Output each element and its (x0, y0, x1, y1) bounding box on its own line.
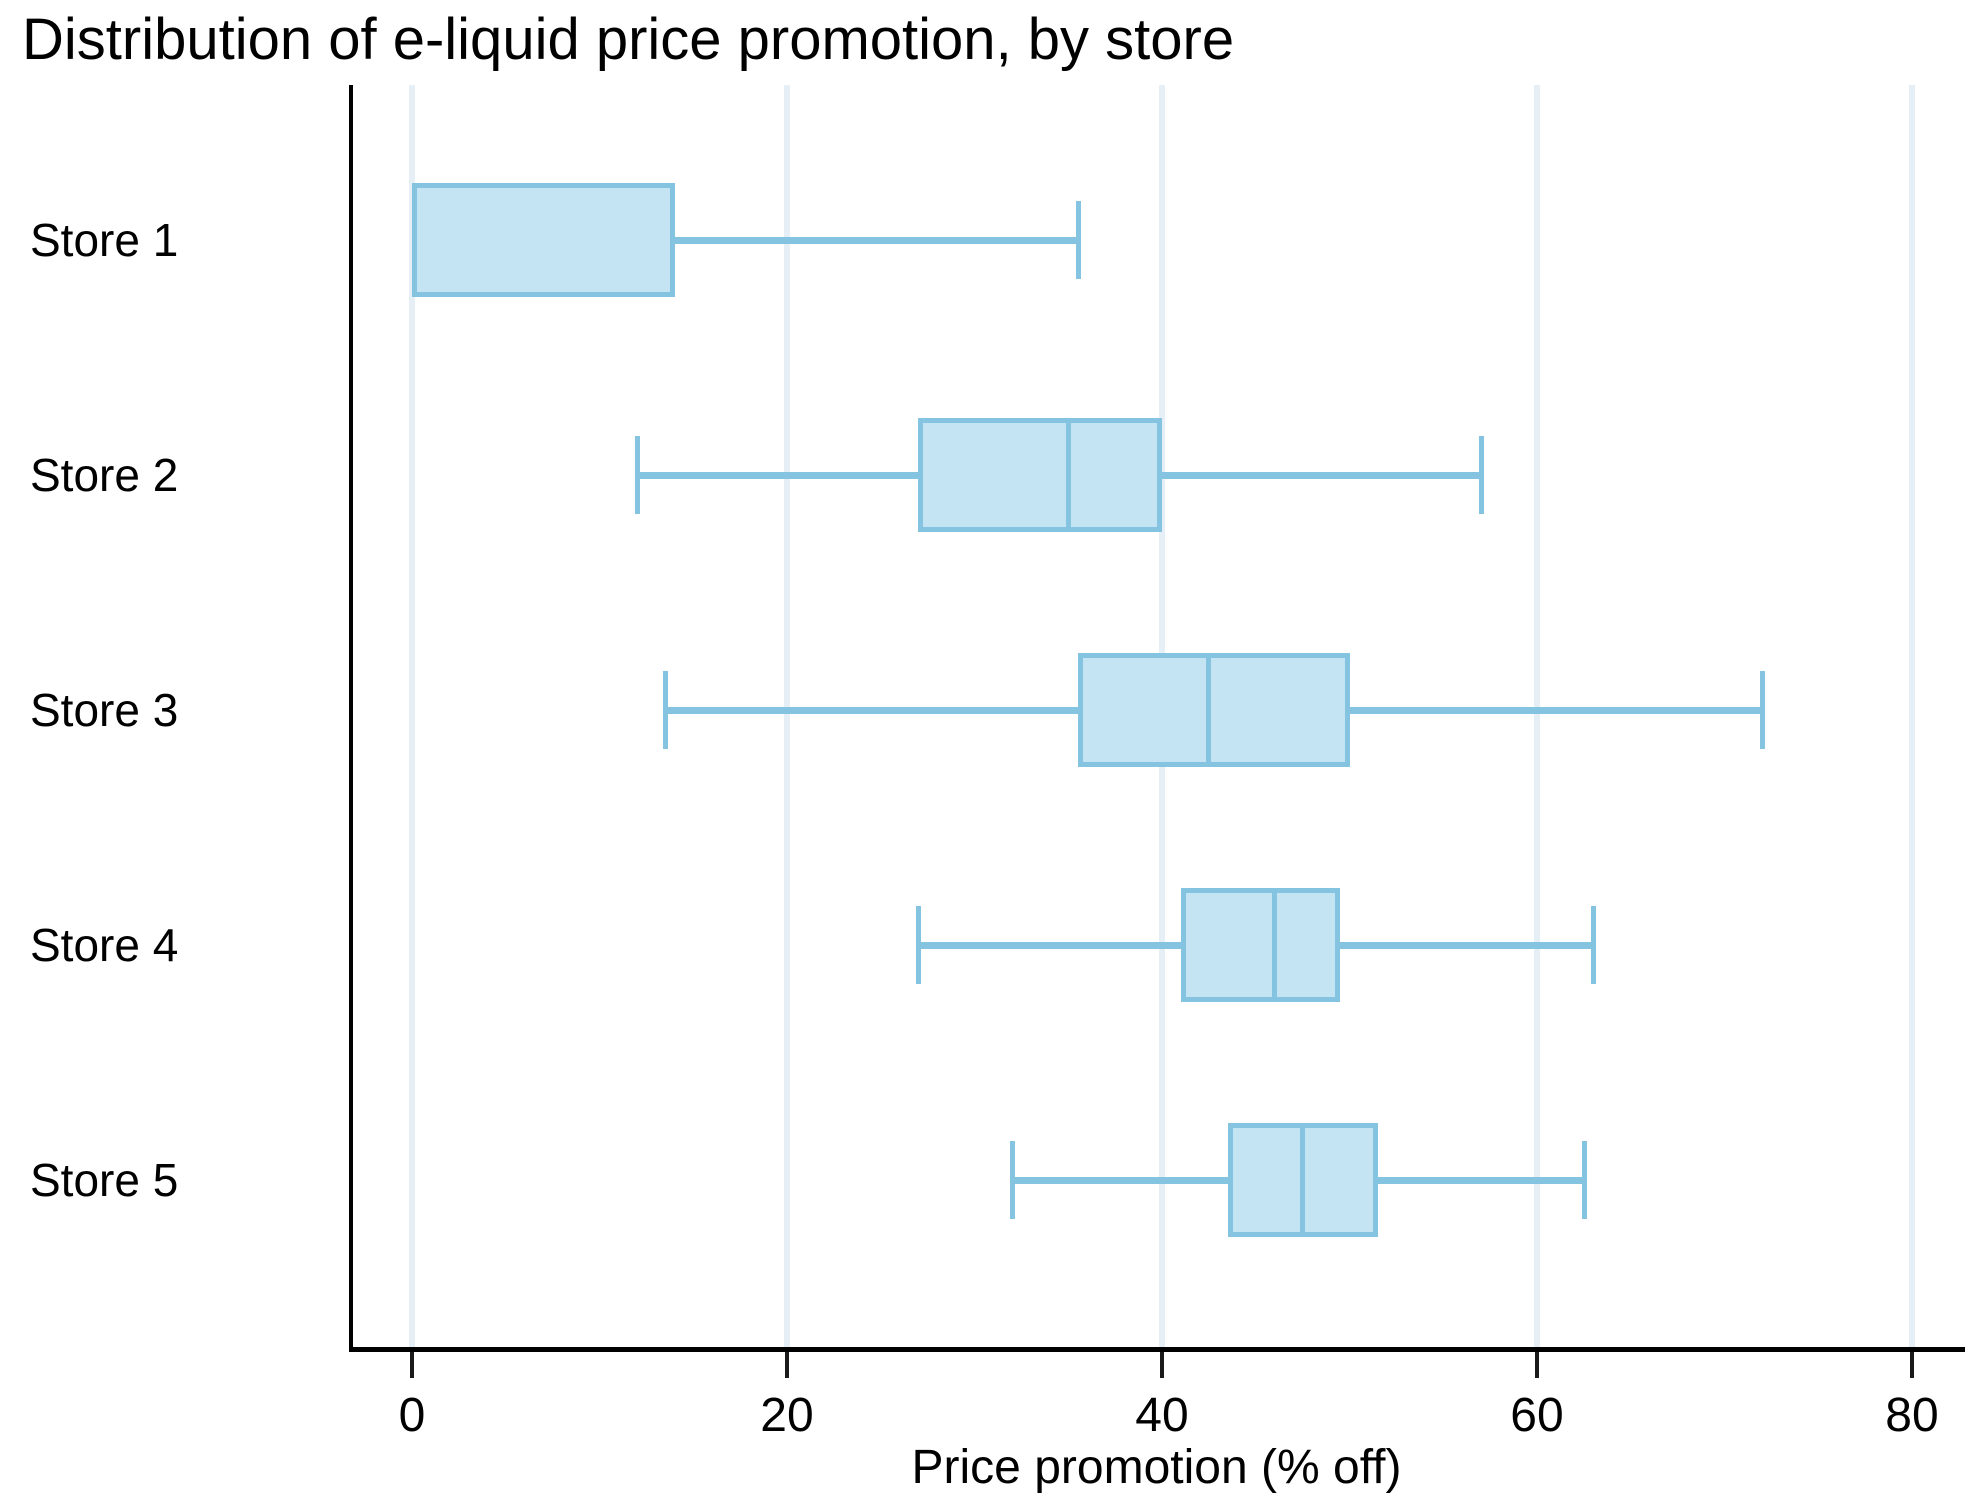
right-whisker-cap (1760, 671, 1765, 749)
left-whisker-cap (916, 906, 922, 984)
y-category-label-1: Store 1 (30, 214, 179, 266)
y-category-label-2: Store 2 (30, 449, 179, 501)
right-whisker-cap (1478, 436, 1484, 514)
x-tick-label-60: 60 (1510, 1389, 1564, 1442)
plot-area (351, 85, 1962, 1347)
x-tick-20 (785, 1352, 789, 1378)
y-category-label-3: Store 3 (30, 684, 179, 736)
chart-title: Distribution of e-liquid price promotion… (22, 7, 1235, 72)
right-whisker-line (1340, 941, 1594, 949)
x-tick-60 (1535, 1352, 1539, 1378)
median-line (1300, 1123, 1306, 1237)
left-whisker-cap (663, 671, 669, 749)
median-line (1272, 888, 1277, 1002)
y-axis-line (349, 85, 353, 1349)
left-whisker-line (1012, 1176, 1228, 1184)
right-whisker-cap (1075, 201, 1081, 279)
left-whisker-line (637, 471, 919, 479)
gridline-0 (409, 85, 415, 1347)
right-whisker-line (1162, 471, 1481, 479)
median-line (1206, 653, 1212, 767)
right-whisker-cap (1591, 906, 1597, 984)
left-whisker-cap (635, 436, 640, 514)
x-tick-label-20: 20 (760, 1389, 814, 1442)
y-category-label-5: Store 5 (30, 1154, 179, 1206)
median-line (1065, 418, 1071, 532)
x-tick-label-0: 0 (398, 1389, 426, 1442)
x-tick-40 (1160, 1352, 1164, 1378)
left-whisker-line (918, 941, 1181, 949)
iqr-box (1180, 888, 1341, 1002)
right-whisker-line (1377, 1176, 1584, 1184)
x-tick-label-80: 80 (1885, 1389, 1939, 1442)
right-whisker-line (1349, 706, 1762, 714)
iqr-box (918, 418, 1162, 532)
left-whisker-line (665, 706, 1078, 714)
iqr-box (1077, 653, 1350, 767)
x-tick-0 (410, 1352, 414, 1378)
iqr-box (412, 183, 675, 297)
gridline-60 (1534, 85, 1540, 1347)
gridline-20 (784, 85, 790, 1347)
x-axis-title: Price promotion (% off) (911, 1441, 1402, 1494)
gridline-80 (1909, 85, 1915, 1347)
x-tick-label-40: 40 (1135, 1389, 1189, 1442)
x-axis-line (349, 1347, 1965, 1352)
y-category-label-4: Store 4 (30, 919, 179, 971)
right-whisker-cap (1581, 1141, 1587, 1219)
right-whisker-line (674, 236, 1078, 244)
left-whisker-cap (1010, 1141, 1015, 1219)
x-tick-80 (1910, 1352, 1914, 1378)
